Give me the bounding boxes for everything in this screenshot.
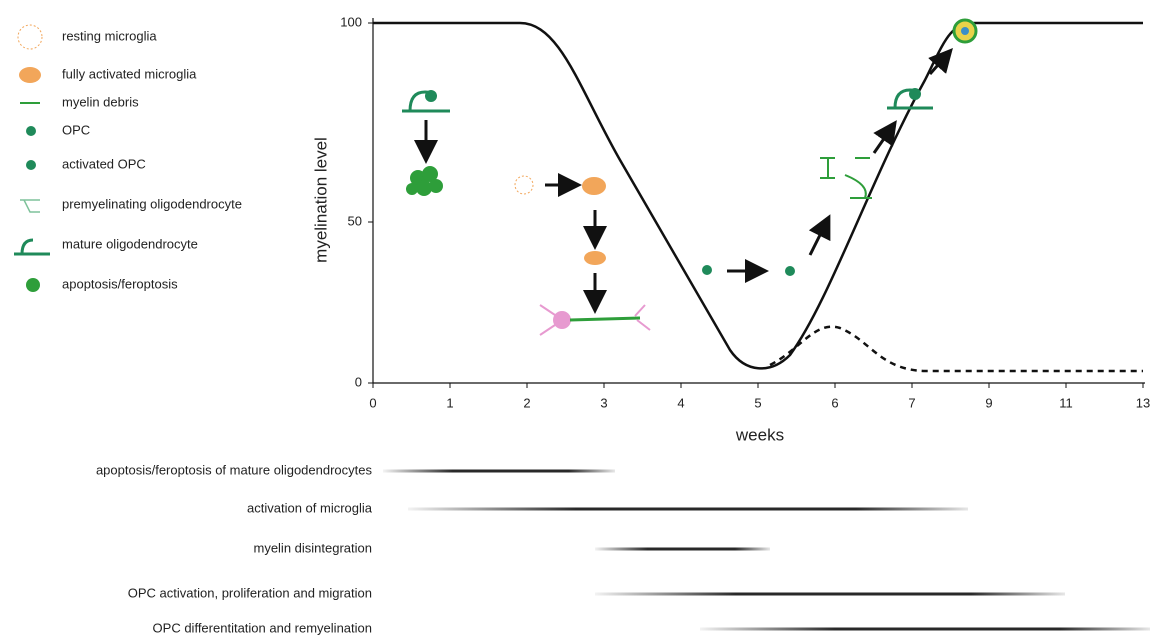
myelination-curve [373,21,1143,370]
x-tick-label: 4 [677,395,684,410]
y-tick-label: 50 [348,213,362,228]
x-tick-label: 5 [754,395,761,410]
legend-label: activated OPC [62,156,146,171]
x-axis-label: weeks [735,425,784,444]
legend-label: apoptosis/feroptosis [62,276,178,291]
y-tick-label: 100 [340,14,362,29]
legend-label: OPC [62,122,90,137]
dashed-curve [769,325,1143,373]
process-label: OPC activation, proliferation and migrat… [128,585,372,600]
process-bar [595,592,1065,596]
process-bar [595,547,770,551]
x-tick-label: 3 [600,395,607,410]
legend-label: mature oligodendrocyte [62,236,198,251]
x-tick-label: 7 [908,395,915,410]
process-label: myelin disintegration [253,540,372,555]
process-label: activation of microglia [247,500,373,515]
legend-label: premyelinating oligodendrocyte [62,196,242,211]
y-axis-label: myelination level [311,137,330,263]
process-bar [700,627,1150,631]
x-tick-label: 9 [985,395,992,410]
process-label: OPC differentitation and remyelination [153,620,372,635]
y-tick-label: 0 [355,374,362,389]
x-tick-label: 6 [831,395,838,410]
legend-icons [14,24,50,292]
legend-label: fully activated microglia [62,66,197,81]
x-tick-label: 11 [1059,395,1073,410]
x-tick-label: 13 [1136,395,1150,410]
x-tick-label: 0 [369,395,376,410]
illustrations [402,18,978,336]
x-tick-label: 1 [446,395,453,410]
process-bar [383,469,615,473]
legend-label: myelin debris [62,94,139,109]
x-tick-label: 2 [523,395,530,410]
process-label: apoptosis/feroptosis of mature oligodend… [96,462,373,477]
legend-label: resting microglia [62,28,157,43]
process-bar [408,507,968,511]
